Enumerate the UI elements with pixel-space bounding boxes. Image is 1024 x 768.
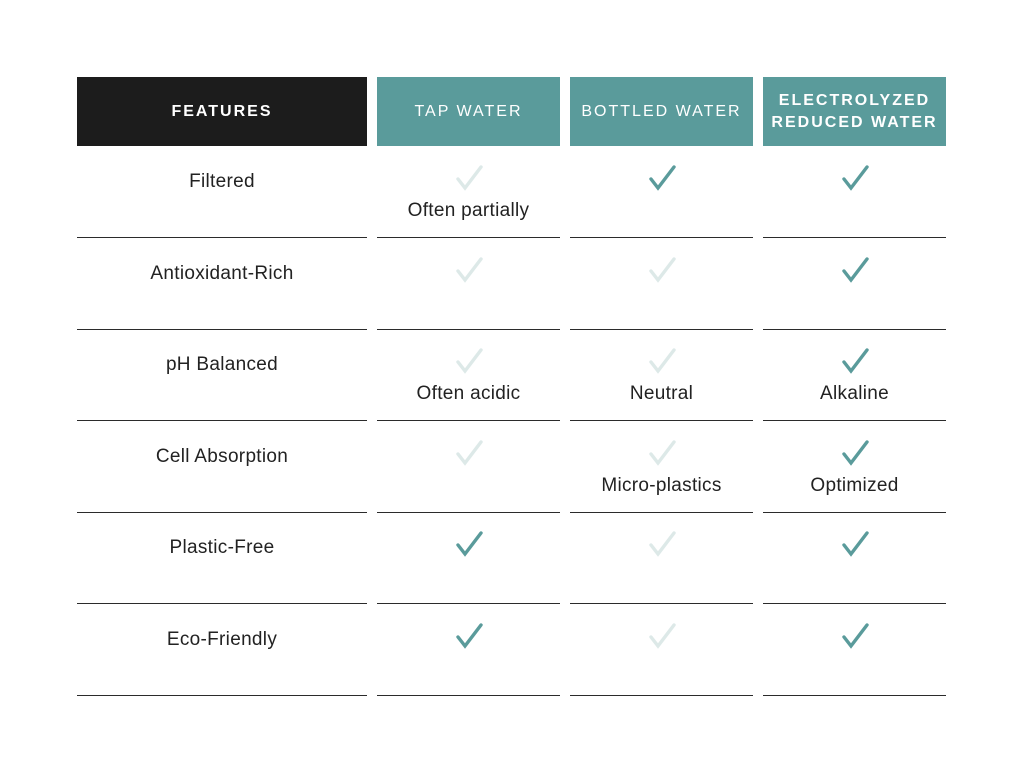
tap-cell	[377, 513, 560, 604]
checkmark-icon	[838, 253, 872, 287]
bottled-cell	[570, 605, 753, 696]
header-erw-line1: ELECTROLYZED	[778, 91, 931, 109]
table-row: Eco-Friendly	[0, 605, 1024, 696]
tap-cell: Often acidic	[377, 330, 560, 421]
cell-note: Often partially	[407, 200, 530, 221]
bottled-cell	[570, 513, 753, 604]
checkmark-icon	[645, 344, 679, 378]
header-bottled-water: BOTTLED WATER	[570, 77, 753, 146]
checkmark-icon	[452, 253, 486, 287]
header-erw-label: ELECTROLYZED REDUCED WATER	[771, 90, 937, 134]
erw-cell: Optimized	[763, 422, 946, 513]
feature-label: Filtered	[189, 171, 255, 192]
checkmark-icon	[645, 161, 679, 195]
checkmark-icon	[645, 619, 679, 653]
feature-label: Eco-Friendly	[166, 628, 278, 650]
table-row: Antioxidant-Rich	[0, 239, 1024, 330]
feature-label: Antioxidant-Rich	[150, 262, 294, 284]
checkmark-icon	[452, 527, 486, 561]
erw-cell: Alkaline	[763, 330, 946, 421]
bottled-cell: Micro-plastics	[570, 422, 753, 513]
checkmark-icon	[452, 619, 486, 653]
bottled-cell: Neutral	[570, 330, 753, 421]
checkmark-icon	[838, 527, 872, 561]
header-bottled-water-label: BOTTLED WATER	[581, 102, 742, 120]
feature-cell: Cell Absorption	[77, 422, 367, 513]
erw-cell	[763, 239, 946, 330]
header-features-label: FEATURES	[171, 102, 273, 120]
cell-note: Neutral	[629, 383, 694, 404]
header-electrolyzed-reduced-water: ELECTROLYZED REDUCED WATER	[763, 77, 946, 146]
checkmark-icon	[452, 344, 486, 378]
feature-label: Plastic-Free	[169, 537, 275, 558]
checkmark-icon	[645, 253, 679, 287]
table-row: pH Balanced Often acidic Neutral Alkaline	[0, 330, 1024, 421]
cell-note: Optimized	[810, 474, 899, 496]
bottled-cell	[570, 239, 753, 330]
checkmark-icon	[452, 161, 486, 195]
tap-cell	[377, 239, 560, 330]
erw-cell	[763, 147, 946, 238]
feature-cell: Filtered	[77, 147, 367, 238]
tap-cell	[377, 422, 560, 513]
feature-cell: Antioxidant-Rich	[77, 239, 367, 330]
tap-cell: Often partially	[377, 147, 560, 238]
table-row: Cell Absorption Micro-plastics Optimized	[0, 422, 1024, 513]
checkmark-icon	[838, 619, 872, 653]
checkmark-icon	[645, 436, 679, 470]
cell-note: Often acidic	[416, 383, 521, 404]
header-features: FEATURES	[77, 77, 367, 146]
checkmark-icon	[645, 527, 679, 561]
header-erw-line2: REDUCED WATER	[771, 113, 938, 131]
header-tap-water: TAP WATER	[377, 77, 560, 146]
feature-cell: pH Balanced	[77, 330, 367, 421]
table-row: Filtered Often partially	[0, 147, 1024, 238]
bottled-cell	[570, 147, 753, 238]
cell-note: Micro-plastics	[601, 474, 722, 496]
header-tap-water-label: TAP WATER	[414, 102, 523, 120]
erw-cell	[763, 605, 946, 696]
checkmark-icon	[452, 436, 486, 470]
checkmark-icon	[838, 344, 872, 378]
cell-note: Alkaline	[820, 383, 889, 404]
feature-cell: Eco-Friendly	[77, 605, 367, 696]
erw-cell	[763, 513, 946, 604]
feature-label: pH Balanced	[165, 354, 279, 375]
checkmark-icon	[838, 161, 872, 195]
checkmark-icon	[838, 436, 872, 470]
feature-label: Cell Absorption	[155, 445, 289, 467]
table-row: Plastic-Free	[0, 513, 1024, 604]
tap-cell	[377, 605, 560, 696]
feature-cell: Plastic-Free	[77, 513, 367, 604]
